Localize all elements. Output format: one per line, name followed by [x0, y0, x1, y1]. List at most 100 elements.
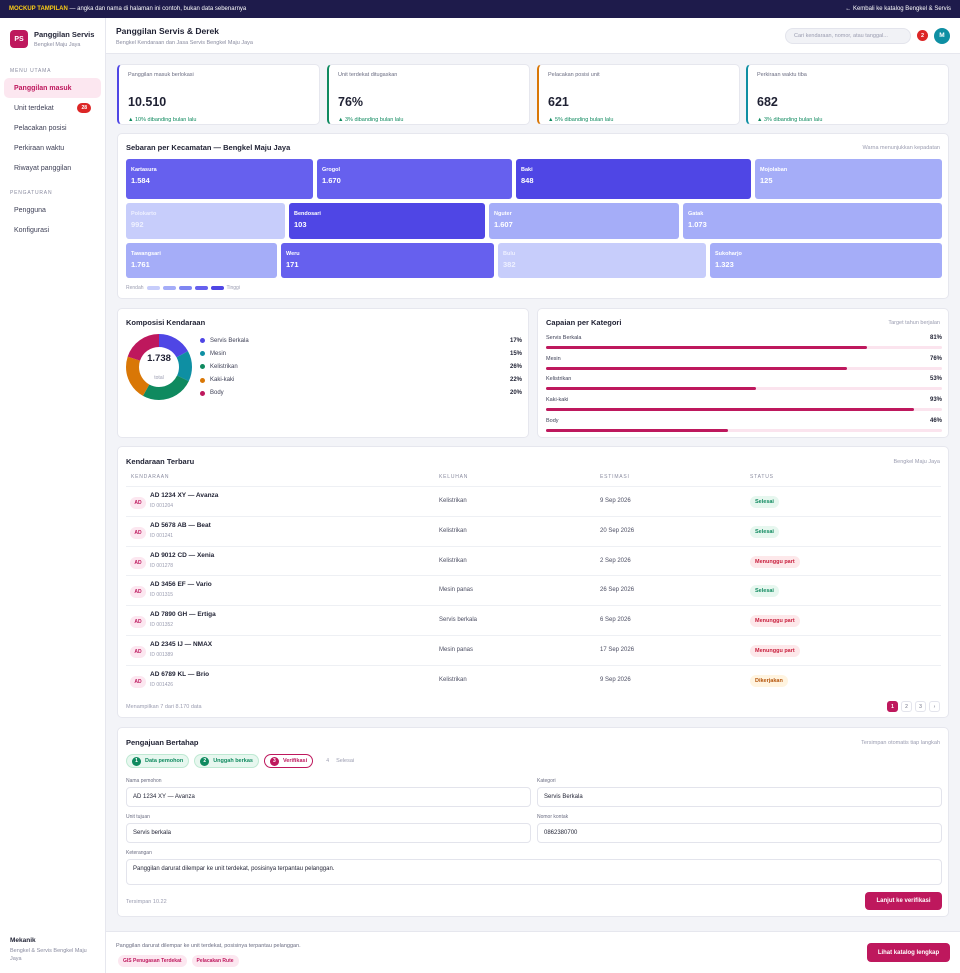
- plate-region-icon: AD: [130, 616, 146, 629]
- plate-region-icon: AD: [130, 646, 146, 658]
- achievement-percent: 81%: [929, 335, 942, 341]
- estimate-cell: 9 Sep 2026: [600, 498, 631, 504]
- pagination: 1 2 3 ›: [887, 701, 940, 712]
- page-2-button[interactable]: 2: [901, 701, 912, 712]
- district-treemap-card: Sebaran per Kecamatan — Bengkel Maju Jay…: [117, 133, 949, 299]
- legend-dot: [200, 390, 205, 396]
- achievement-category: Servis Berkala: [546, 335, 582, 341]
- bottom-bar: Panggilan darurat dilempar ke unit terde…: [106, 931, 960, 973]
- feature-chips: GIS Penugasan Terdekat Pelacakan Rute: [118, 955, 239, 967]
- district-value: 992: [131, 220, 144, 229]
- sidebar-item-users[interactable]: Pengguna: [4, 200, 101, 220]
- page-1-button[interactable]: 1: [887, 701, 898, 712]
- table-row[interactable]: AD AD 2345 IJ — NMAX ID 001389 Mesin pan…: [126, 635, 941, 665]
- achievement-percent: 53%: [929, 376, 942, 383]
- unit-field[interactable]: Servis berkala: [126, 823, 531, 843]
- vehicle-plate: AD 7890 GH — Ertiga: [150, 611, 216, 619]
- progress-track: [546, 387, 942, 391]
- achievement-row: Body 46%: [546, 418, 942, 432]
- composition-donut: [126, 334, 192, 400]
- district-name: Sukoharjo: [715, 251, 742, 257]
- top-header: Panggilan Servis & Derek Bengkel Kendara…: [106, 18, 960, 54]
- achievement-hint: Target tahun berjalan: [888, 320, 940, 326]
- category-name: Servis Berkala: [210, 337, 249, 344]
- district-tile-grogol[interactable]: Grogol 1.670: [317, 159, 512, 199]
- applicant-field[interactable]: AD 1234 XY — Avanza: [126, 787, 531, 807]
- table-row[interactable]: AD AD 1234 XY — Avanza ID 001204 Kelistr…: [126, 486, 941, 516]
- step-done[interactable]: 4 Selesai: [318, 754, 359, 768]
- contact-field[interactable]: 0862380700: [537, 823, 942, 843]
- status-badge: Selesai: [750, 525, 779, 538]
- progress-track: [546, 366, 942, 370]
- notification-badge[interactable]: 2: [917, 30, 928, 41]
- composition-legend: Servis Berkala 17% Mesin 15% Kelistrikan 26% K…: [200, 334, 522, 400]
- category-label: Kategori: [537, 778, 556, 784]
- district-tile-mojolaban[interactable]: Mojolaban 125: [755, 159, 942, 199]
- district-value: 1.607: [494, 220, 513, 229]
- table-row[interactable]: AD AD 5678 AB — Beat ID 001241 Kelistrik…: [126, 515, 941, 546]
- continue-verification-button[interactable]: Lanjut ke verifikasi: [865, 892, 942, 910]
- complaint-cell: Mesin panas: [439, 587, 474, 594]
- legend-dot: [200, 351, 205, 357]
- step-applicant-data[interactable]: 1 Data pemohon: [126, 754, 190, 768]
- sidebar-item-time-estimate[interactable]: Perkiraan waktu: [4, 138, 101, 158]
- status-badge: Dikerjakan: [750, 674, 788, 687]
- feature-chip: GIS Penugasan Terdekat: [118, 955, 187, 967]
- district-tile-gatak[interactable]: Gatak 1.073: [683, 203, 942, 239]
- district-tile-bendosari[interactable]: Bendosari 103: [289, 203, 485, 239]
- kpi-label: Pelacakan posisi unit: [548, 72, 600, 78]
- page-title: Panggilan Servis & Derek: [116, 25, 219, 36]
- view-catalog-button[interactable]: Lihat katalog lengkap: [867, 943, 950, 962]
- achievement-row: Mesin 76%: [546, 356, 942, 370]
- sidebar-item-incoming-calls[interactable]: Panggilan masuk: [4, 78, 101, 98]
- legend-swatch: [194, 286, 208, 290]
- sidebar-item-position-tracking[interactable]: Pelacakan posisi: [4, 118, 101, 138]
- sidebar-item-configuration[interactable]: Konfigurasi: [4, 220, 101, 240]
- category-field[interactable]: Servis Berkala: [537, 787, 942, 807]
- vehicle-plate: AD 2345 IJ — NMAX: [150, 641, 213, 648]
- avatar[interactable]: M: [934, 27, 950, 44]
- notes-textarea[interactable]: Panggilan darurat dilempar ke unit terde…: [126, 859, 942, 885]
- step-upload-files[interactable]: 2 Unggah berkas: [194, 754, 259, 768]
- back-to-catalog-link[interactable]: ← Kembali ke katalog Bengkel & Servis: [845, 6, 951, 12]
- district-tile-nguter[interactable]: Nguter 1.607: [489, 203, 679, 239]
- treemap-hint: Warna menunjukkan kepadatan: [862, 145, 940, 151]
- legend-swatch: [162, 286, 176, 290]
- vehicle-plate: AD 6789 KL — Brio: [150, 670, 210, 678]
- vehicle-id: ID 001278: [150, 562, 174, 569]
- next-page-button[interactable]: ›: [929, 701, 940, 712]
- sidebar-item-nearest-units[interactable]: Unit terdekat 28: [4, 98, 101, 118]
- district-tile-polokarto[interactable]: Polokarto 992: [126, 203, 285, 239]
- district-value: 125: [760, 176, 773, 185]
- complaint-cell: Kelistrikan: [439, 557, 467, 564]
- district-tile-tawangsari[interactable]: Tawangsari 1.761: [126, 243, 277, 278]
- brand-subtitle: Bengkel Maju Jaya: [34, 42, 81, 48]
- district-value: 1.584: [131, 176, 150, 185]
- brand-title: Panggilan Servis: [34, 30, 95, 39]
- page-3-button[interactable]: 3: [915, 701, 926, 712]
- column-header-estimate: ESTIMASI: [600, 474, 630, 480]
- estimate-cell: 17 Sep 2026: [600, 647, 635, 653]
- table-row[interactable]: AD AD 9012 CD — Xenia ID 001278 Kelistri…: [126, 545, 941, 576]
- sidebar-item-call-history[interactable]: Riwayat panggilan: [4, 158, 101, 178]
- district-tile-weru[interactable]: Weru 171: [281, 243, 494, 278]
- district-name: Kartasura: [131, 167, 157, 173]
- district-tile-baki[interactable]: Baki 848: [516, 159, 751, 199]
- search-input[interactable]: Cari kendaraan, nomor, atau tanggal...: [785, 27, 911, 44]
- autosave-status: Tersimpan 10.22: [126, 899, 167, 905]
- step-verification[interactable]: 3 Verifikasi: [263, 754, 314, 768]
- plate-region-icon: AD: [130, 497, 146, 509]
- status-badge: Menunggu part: [750, 615, 800, 628]
- legend-dot: [200, 364, 205, 370]
- district-tile-bulu[interactable]: Bulu 382: [498, 243, 706, 278]
- district-value: 171: [286, 260, 299, 269]
- district-tile-sukoharjo[interactable]: Sukoharjo 1.323: [710, 243, 942, 278]
- district-tile-kartasura[interactable]: Kartasura 1.584: [126, 159, 313, 199]
- table-row[interactable]: AD AD 3456 EF — Vario ID 001315 Mesin pa…: [126, 575, 941, 605]
- table-row[interactable]: AD AD 7890 GH — Ertiga ID 001352 Servis …: [126, 605, 941, 635]
- table-hint: Bengkel Maju Jaya: [893, 459, 940, 465]
- table-row[interactable]: AD AD 6789 KL — Brio ID 001426 Kelistrik…: [126, 664, 941, 695]
- estimate-cell: 26 Sep 2026: [600, 587, 635, 594]
- progress-track: [546, 408, 942, 412]
- step-number: 4: [323, 756, 333, 766]
